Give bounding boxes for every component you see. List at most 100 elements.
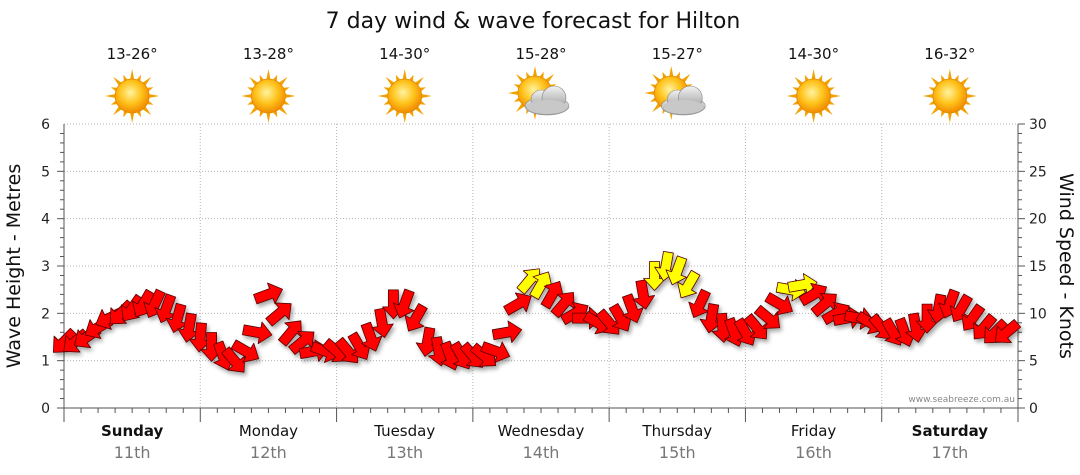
sun-ray xyxy=(830,94,841,98)
wind-arrow xyxy=(242,321,273,345)
sun-ray xyxy=(266,112,271,123)
wind-arrow xyxy=(595,308,620,335)
wind-arrow xyxy=(688,288,711,318)
sun-ray xyxy=(105,94,116,98)
axes: 0 1 2 3 4 5 6 0 5 10 15 20 25 30 xyxy=(41,117,1047,422)
right-tick-label: 30 xyxy=(1029,117,1047,133)
day-date-label: 12th xyxy=(250,443,287,462)
sun-ray xyxy=(652,73,661,83)
day-date-label: 16th xyxy=(795,443,832,462)
wind-arrow-shape xyxy=(787,273,818,296)
sun-ray xyxy=(377,94,388,98)
wind-arrow xyxy=(392,288,415,319)
sun-icon xyxy=(105,69,160,123)
sun-ray xyxy=(249,76,258,86)
sun-disc xyxy=(796,78,831,114)
sun-ray xyxy=(402,112,407,123)
wind-arrow-shape xyxy=(949,293,973,322)
sun-ray xyxy=(794,106,804,116)
sun-ray xyxy=(811,69,816,80)
wind-arrow xyxy=(529,271,553,300)
wind-arrow xyxy=(221,346,246,373)
sun-ray xyxy=(113,76,122,86)
sun-ray xyxy=(786,94,797,98)
day-name-label: Wednesday xyxy=(498,422,585,440)
wind-arrow xyxy=(915,303,939,334)
wind-arrow xyxy=(503,292,532,316)
credit-text: www.seabreeze.com.au xyxy=(908,395,1015,405)
wind-arrow xyxy=(491,320,523,344)
sun-ray xyxy=(515,103,525,113)
wind-arrow-shape xyxy=(265,302,292,327)
sun-ray xyxy=(415,76,424,86)
day-name-label: Thursday xyxy=(641,422,712,440)
wind-arrow xyxy=(994,319,1022,344)
weather-row: 13-26° 13-28° 14-30° 15-28° 15-27° 14-30° 16-3… xyxy=(105,45,977,123)
temperature-label: 15-28° xyxy=(515,45,566,63)
left-axis-title: Wave Height - Metres xyxy=(3,164,25,368)
sun-ray xyxy=(681,73,691,83)
wind-arrow-shape xyxy=(242,321,273,345)
wind-arrow-shape xyxy=(165,302,188,333)
left-tick-label: 3 xyxy=(41,259,50,275)
temperature-label: 14-30° xyxy=(379,45,430,63)
sun-ray xyxy=(930,106,940,116)
sun-ray xyxy=(421,94,432,98)
temperature-label: 15-27° xyxy=(652,45,703,63)
sun-ray xyxy=(508,91,519,95)
left-tick-label: 5 xyxy=(41,164,50,180)
sun-ray xyxy=(644,91,655,95)
sun-ray xyxy=(669,66,674,77)
cloud-part xyxy=(663,100,704,114)
wind-arrow-shape xyxy=(643,261,666,291)
wind-arrow xyxy=(632,279,655,310)
right-tick-label: 5 xyxy=(1029,354,1038,370)
day-name-label: Monday xyxy=(239,422,298,440)
left-tick-label: 4 xyxy=(41,212,50,228)
sun-ray xyxy=(947,69,952,80)
sun-ray xyxy=(402,69,407,80)
wind-arrow-shape xyxy=(753,304,781,329)
wind-arrow xyxy=(265,302,292,327)
partly-cloudy-icon xyxy=(644,66,706,120)
right-tick-label: 15 xyxy=(1029,259,1047,275)
sun-ray xyxy=(533,66,537,77)
sun-ray xyxy=(515,73,525,83)
sun-ray xyxy=(947,112,952,123)
sun-ray xyxy=(922,94,933,98)
wind-arrow-shape xyxy=(480,341,511,363)
wind-arrow-shape xyxy=(632,279,655,310)
day-date-label: 13th xyxy=(386,443,423,462)
wind-arrow-shape xyxy=(764,292,793,316)
sun-ray xyxy=(960,76,969,86)
temperature-label: 16-32° xyxy=(924,45,975,63)
wind-arrow-shape xyxy=(288,330,315,355)
temperature-label: 13-26° xyxy=(107,45,158,63)
wind-arrow-shape xyxy=(334,336,359,364)
wind-arrow-shape xyxy=(961,303,986,331)
wind-arrow xyxy=(404,303,428,332)
right-tick-label: 25 xyxy=(1029,164,1047,180)
wind-arrow-shape xyxy=(994,319,1022,344)
day-name-label: Sunday xyxy=(101,422,164,440)
day-labels: Sunday 11th Monday 12th Tuesday 13th Wednesday… xyxy=(101,422,988,462)
sun-disc xyxy=(251,78,286,114)
wind-arrow-shape xyxy=(677,269,701,299)
wind-arrow-shape xyxy=(404,303,428,332)
sun-disc xyxy=(387,78,423,114)
day-date-label: 17th xyxy=(931,443,968,462)
sun-ray xyxy=(794,76,804,86)
wind-arrow-shape xyxy=(688,288,711,318)
sun-ray xyxy=(130,69,135,80)
wind-arrow-shape xyxy=(915,303,939,334)
wind-arrow xyxy=(165,302,188,333)
wind-arrow-shape xyxy=(360,321,383,352)
wind-arrow xyxy=(480,341,511,363)
sun-ray xyxy=(130,112,135,123)
sun-ray xyxy=(241,94,252,98)
temperature-label: 14-30° xyxy=(788,45,839,63)
wind-arrow xyxy=(961,303,986,331)
wind-arrow xyxy=(905,312,928,343)
partly-cloudy-icon xyxy=(508,66,570,120)
